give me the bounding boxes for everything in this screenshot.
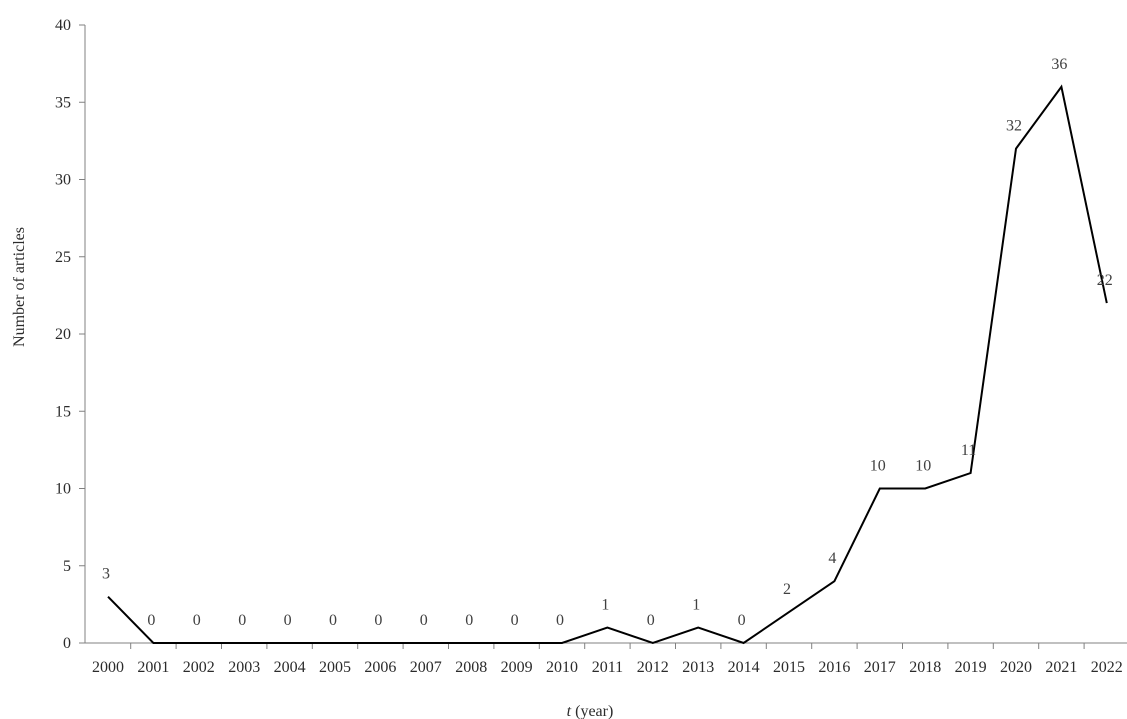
y-tick-label: 15 (55, 403, 71, 420)
x-tick-label: 2014 (728, 659, 760, 676)
data-label: 0 (147, 612, 155, 629)
data-label: 0 (193, 612, 201, 629)
y-tick-label: 10 (55, 481, 71, 498)
x-tick-label: 2006 (364, 659, 396, 676)
data-label: 0 (647, 612, 655, 629)
x-tick-label: 2018 (909, 659, 941, 676)
data-label: 0 (465, 612, 473, 629)
data-label: 4 (828, 550, 836, 567)
x-axis-title-unit: (year) (575, 703, 613, 719)
x-axis-title-variable: t (567, 703, 572, 719)
x-tick-label: 2000 (92, 659, 124, 676)
y-axis-title: Number of articles (11, 227, 28, 347)
y-tick-label: 35 (55, 94, 71, 111)
y-tick-label: 5 (63, 558, 71, 575)
data-label: 0 (374, 612, 382, 629)
x-tick-label: 2005 (319, 659, 351, 676)
y-tick-label: 0 (63, 635, 71, 652)
x-tick-label: 2020 (1000, 659, 1032, 676)
x-tick-label: 2022 (1091, 659, 1123, 676)
y-tick-label: 30 (55, 172, 71, 189)
data-label: 0 (511, 612, 519, 629)
x-tick-label: 2002 (183, 659, 215, 676)
data-label: 11 (961, 442, 976, 459)
data-label: 1 (601, 597, 609, 614)
x-tick-label: 2015 (773, 659, 805, 676)
x-tick-label: 2003 (228, 659, 260, 676)
x-tick-label: 2004 (274, 659, 306, 676)
x-tick-label: 2008 (455, 659, 487, 676)
x-tick-label: 2012 (637, 659, 669, 676)
data-label: 0 (420, 612, 428, 629)
y-axis: 0 5 10 15 20 25 30 35 40 (55, 17, 85, 652)
x-tick-label: 2009 (501, 659, 533, 676)
y-tick-label: 25 (55, 249, 71, 266)
data-label: 0 (738, 612, 746, 629)
x-tick-label: 2013 (682, 659, 714, 676)
x-axis: 2000 2001 2002 2003 2004 2005 2006 2007 2008 2009… (85, 643, 1127, 676)
x-tick-label: 2011 (592, 659, 623, 676)
data-label: 0 (329, 612, 337, 629)
x-tick-label: 2010 (546, 659, 578, 676)
data-label: 36 (1051, 56, 1067, 73)
y-tick-label: 40 (55, 17, 71, 34)
x-tick-label: 2007 (410, 659, 442, 676)
data-label: 10 (915, 458, 931, 475)
data-label: 2 (783, 581, 791, 598)
data-label: 10 (870, 458, 886, 475)
data-label: 0 (238, 612, 246, 629)
data-label: 0 (556, 612, 564, 629)
x-axis-title: t (year) (567, 703, 614, 719)
data-label: 1 (692, 597, 700, 614)
data-label: 3 (102, 566, 110, 583)
x-tick-label: 2001 (137, 659, 169, 676)
data-label: 0 (284, 612, 292, 629)
y-tick-label: 20 (55, 326, 71, 343)
data-label: 32 (1006, 118, 1022, 135)
x-tick-label: 2016 (818, 659, 850, 676)
x-tick-label: 2019 (955, 659, 987, 676)
x-tick-label: 2017 (864, 659, 896, 676)
x-tick-label: 2021 (1045, 659, 1077, 676)
series-line (108, 87, 1107, 643)
data-label: 22 (1097, 272, 1113, 289)
series-layer (108, 87, 1107, 643)
